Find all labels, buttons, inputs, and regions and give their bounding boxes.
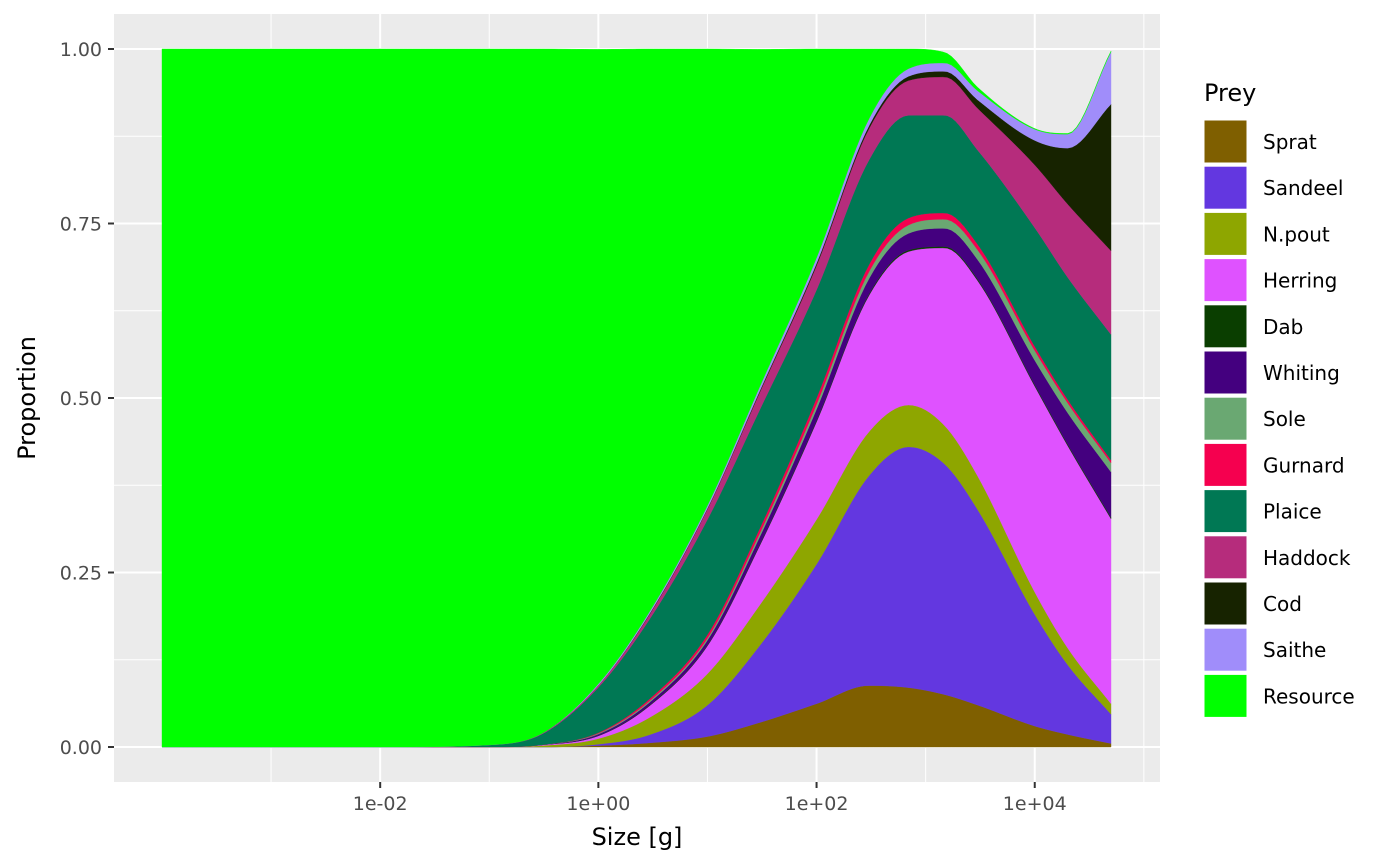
- legend-label: Cod: [1263, 592, 1302, 616]
- legend-label: Gurnard: [1263, 453, 1345, 477]
- legend-label: Plaice: [1263, 500, 1322, 524]
- y-tick-label: 0.25: [60, 563, 102, 585]
- legend-key-whiting: [1203, 350, 1248, 395]
- legend-key-n-pout: [1203, 211, 1248, 256]
- legend-title: Prey: [1204, 79, 1256, 107]
- y-axis-title: Proportion: [13, 336, 41, 460]
- x-axis: 1e-02 1e+00 1e+02 1e+04: [353, 782, 1067, 815]
- legend: Prey Sprat Sandeel N.pout Herring Dab Whiting…: [1203, 79, 1355, 718]
- legend-label: Saithe: [1263, 638, 1326, 662]
- legend-label: Sprat: [1263, 130, 1317, 154]
- legend-key-plaice: [1203, 489, 1248, 534]
- y-axis: 0.00 0.25 0.50 0.75 1.00: [60, 39, 114, 759]
- area-resource: [161, 48, 1112, 748]
- area-series-group: [161, 48, 1112, 748]
- x-tick-label: 1e-02: [353, 793, 408, 815]
- y-tick-label: 0.50: [60, 388, 102, 410]
- x-tick-label: 1e+02: [785, 793, 849, 815]
- legend-key-sprat: [1203, 119, 1248, 164]
- y-tick-label: 0.75: [60, 214, 102, 236]
- x-tick-label: 1e+00: [566, 793, 630, 815]
- x-axis-title: Size [g]: [592, 823, 683, 851]
- legend-key-sole: [1203, 396, 1248, 441]
- legend-label: Herring: [1263, 269, 1337, 293]
- x-tick-label: 1e+04: [1003, 793, 1067, 815]
- legend-key-sandeel: [1203, 165, 1248, 210]
- legend-key-cod: [1203, 581, 1248, 626]
- legend-key-haddock: [1203, 535, 1248, 580]
- legend-label: Dab: [1263, 315, 1303, 339]
- legend-key-saithe: [1203, 627, 1248, 672]
- legend-key-herring: [1203, 258, 1248, 303]
- y-tick-label: 1.00: [60, 39, 102, 61]
- legend-label: N.pout: [1263, 222, 1330, 246]
- legend-key-resource: [1203, 673, 1248, 718]
- y-tick-label: 0.00: [60, 737, 102, 759]
- legend-key-gurnard: [1203, 442, 1248, 487]
- legend-label: Sole: [1263, 407, 1306, 431]
- legend-label: Resource: [1263, 684, 1355, 708]
- legend-label: Sandeel: [1263, 176, 1344, 200]
- legend-key-dab: [1203, 304, 1248, 349]
- legend-items: Sprat Sandeel N.pout Herring Dab Whiting Sole G…: [1203, 119, 1355, 718]
- legend-label: Whiting: [1263, 361, 1340, 385]
- legend-label: Haddock: [1263, 546, 1351, 570]
